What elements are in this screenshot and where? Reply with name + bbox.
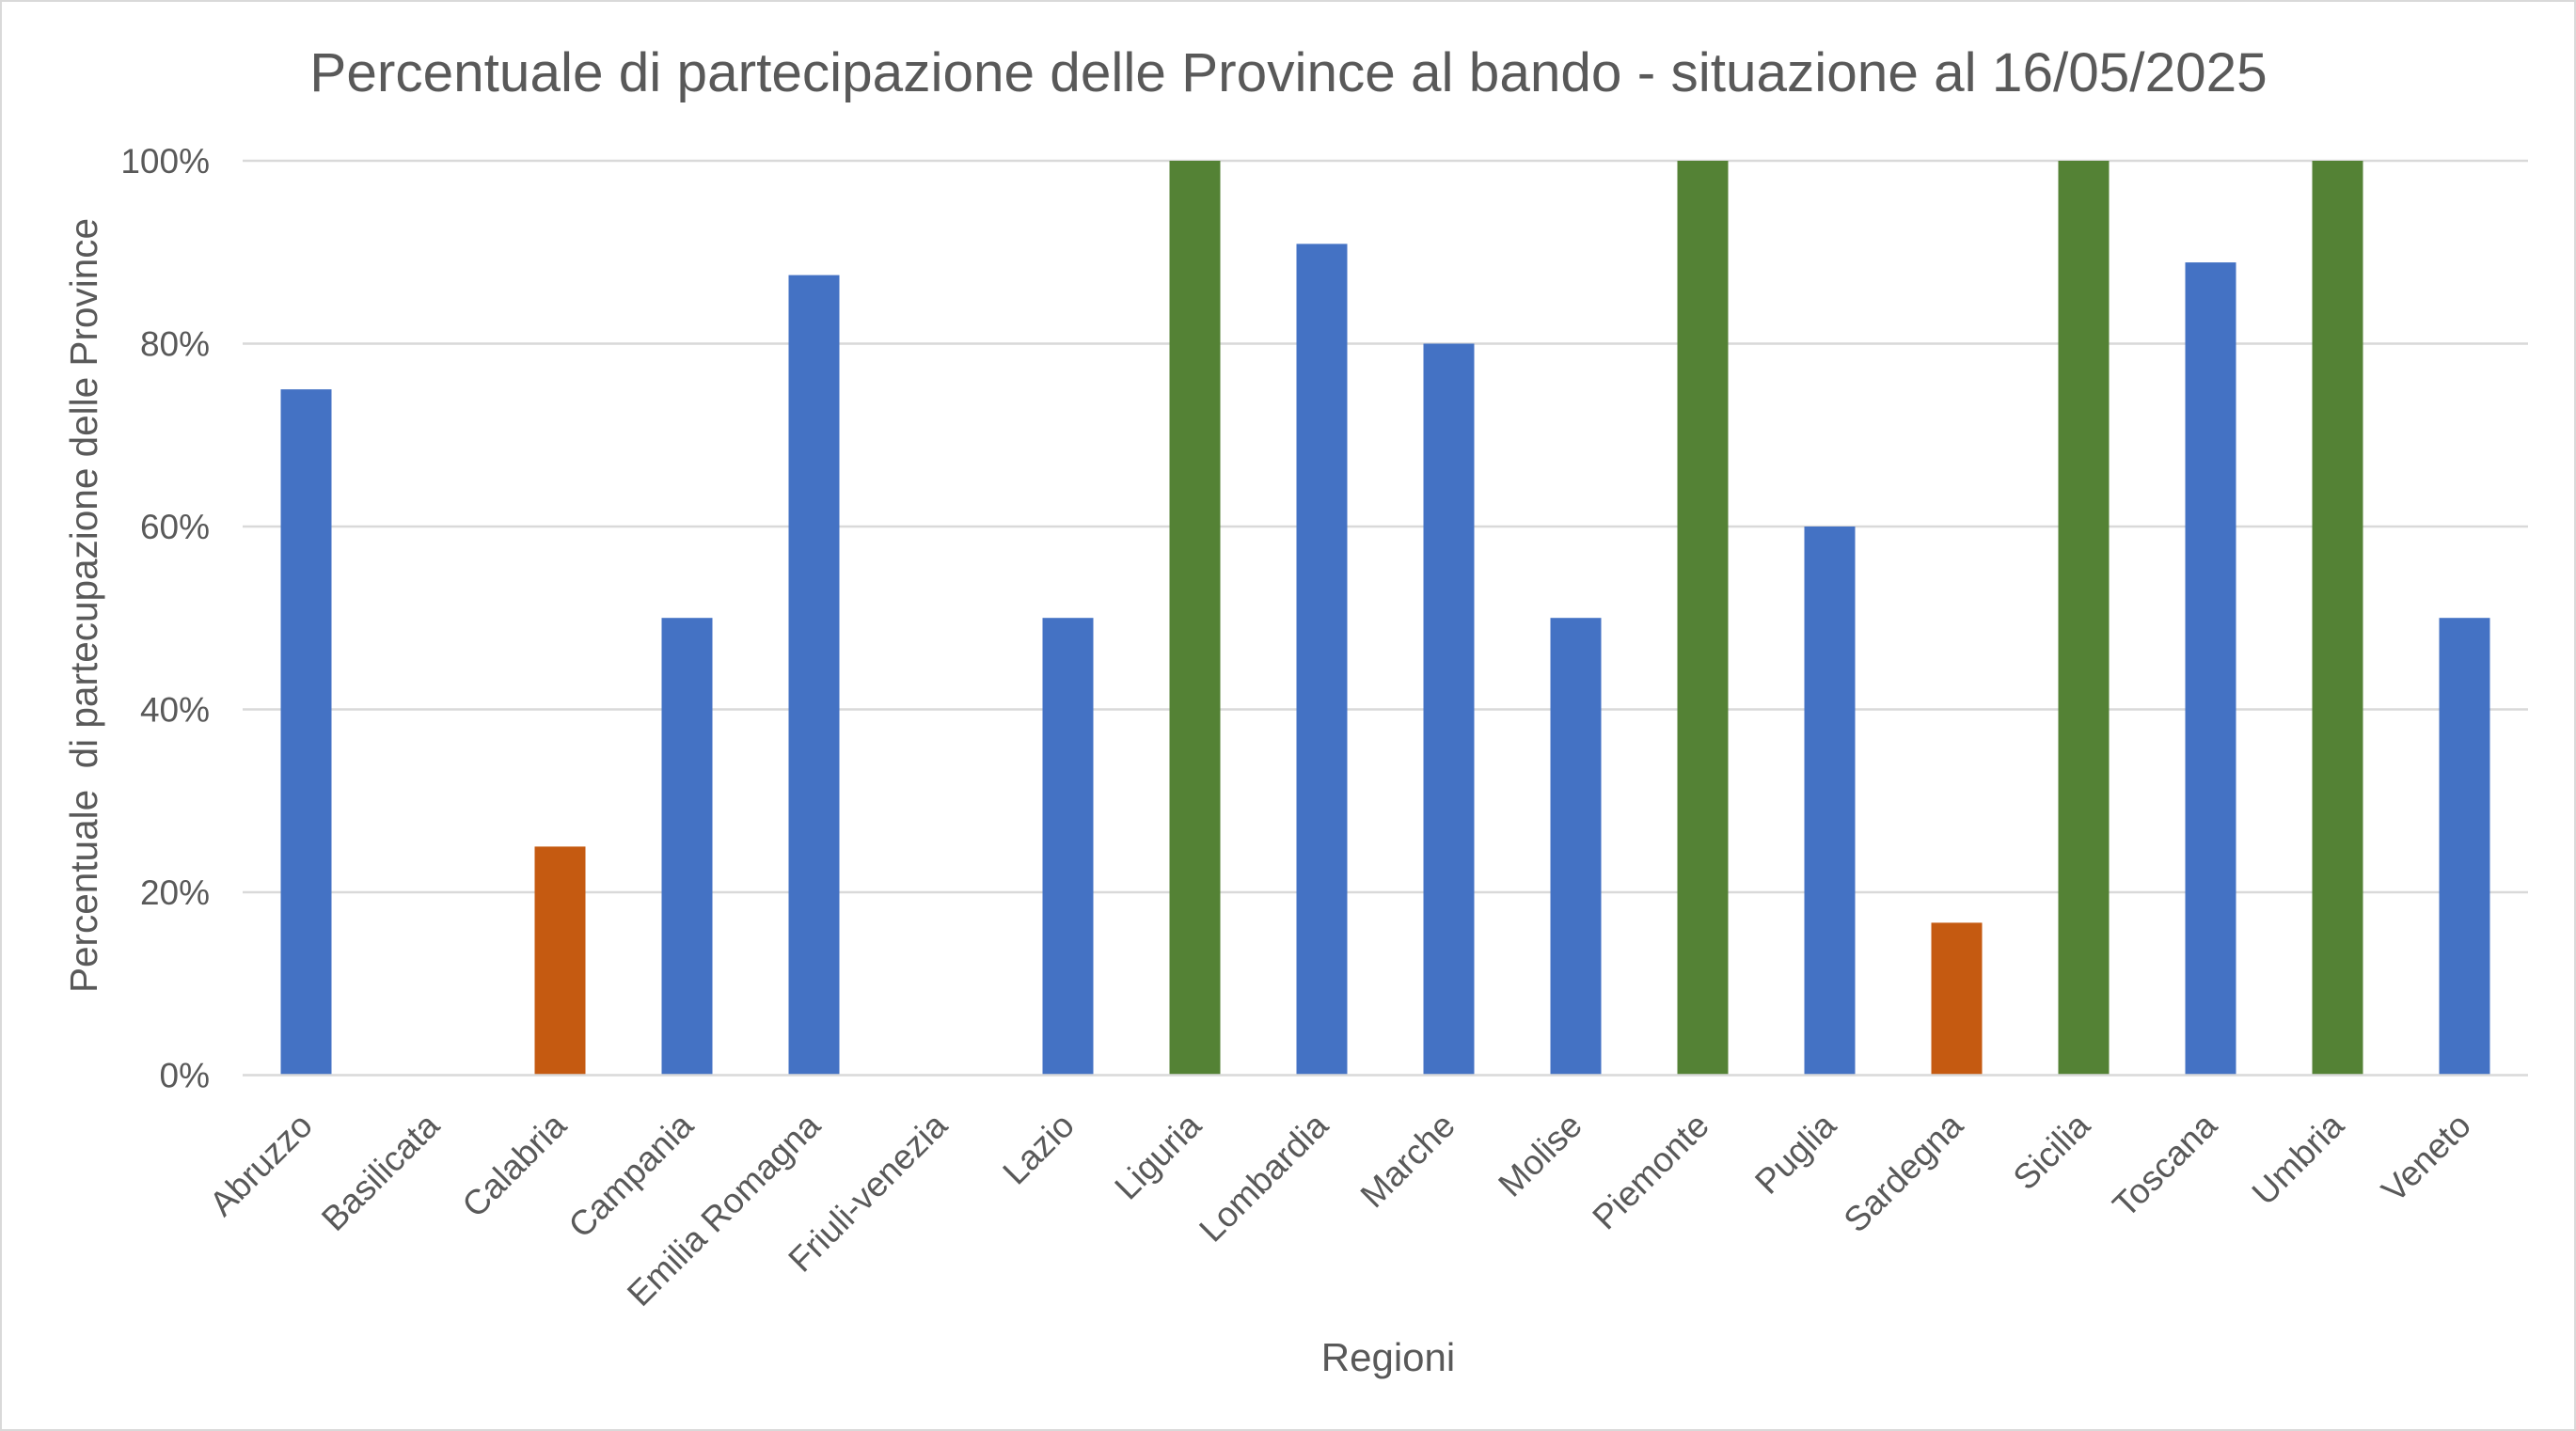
svg-text:40%: 40% [140,691,210,730]
svg-text:80%: 80% [140,325,210,364]
svg-text:Regioni: Regioni [1321,1335,1455,1379]
svg-text:60%: 60% [140,508,210,546]
svg-text:0%: 0% [160,1057,210,1095]
svg-text:20%: 20% [140,873,210,912]
svg-text:100%: 100% [120,142,210,181]
svg-text:Percentuale di partecipazione: Percentuale di partecipazione delle Prov… [309,42,2267,103]
svg-text:Percentuale di partecupazione: Percentuale di partecupazione delle Prov… [62,218,105,993]
